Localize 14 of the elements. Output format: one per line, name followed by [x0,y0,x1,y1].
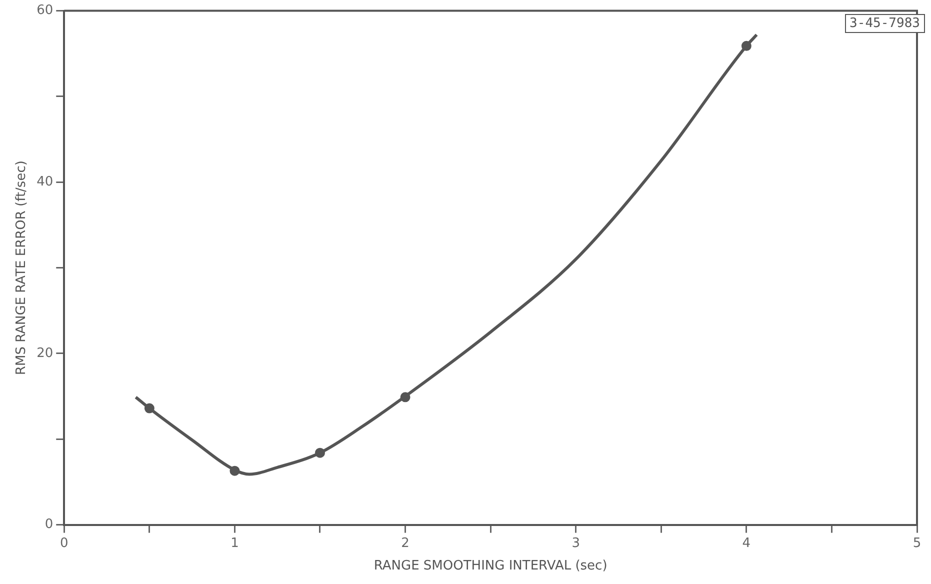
y-tick-label: 40 [36,174,54,190]
y-tick-label: 0 [44,517,54,532]
x-tick-label: 5 [912,536,922,551]
y-axis-title: RMS RANGE RATE ERROR (ft/sec) [14,160,30,376]
x-tick-label: 1 [230,536,239,551]
x-tick-label: 4 [742,536,751,551]
x-axis-title: RANGE SMOOTHING INTERVAL (sec) [374,558,608,574]
x-tick-label: 0 [60,536,68,551]
y-tick-label: 60 [36,3,54,18]
y-tick-label: 20 [36,346,54,361]
x-tick-label: 2 [401,536,410,551]
x-tick-label: 3 [572,536,580,551]
line-series [134,33,758,476]
annotation: 3-45-7983 [844,14,925,33]
